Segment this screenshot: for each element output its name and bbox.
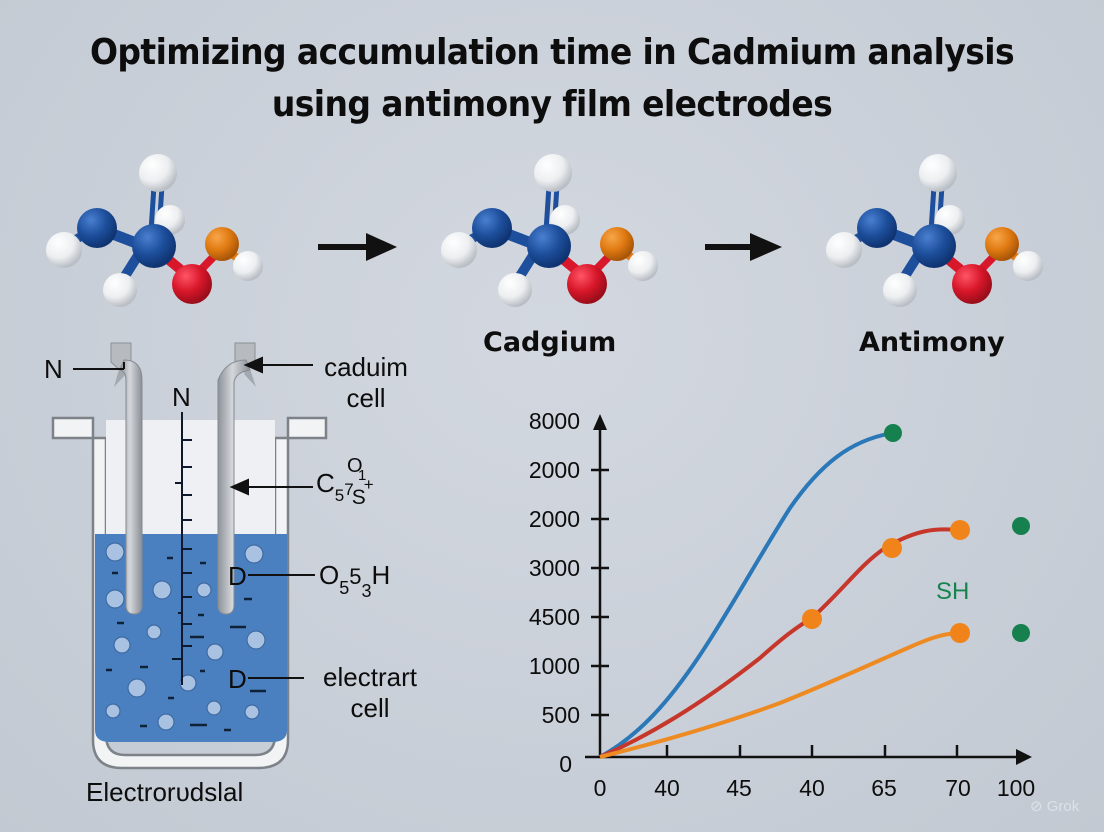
data-point [884,424,902,442]
left-electrode [110,342,143,615]
label-left-electrode: N [44,354,63,384]
electrochemical-cell [51,342,328,770]
label-formula-2: O553H [319,560,391,601]
reaction-arrow-1 [318,233,397,261]
molecule-2 [441,154,658,307]
label-electrolyte-cell-line1: electrart [323,662,417,692]
data-point [882,538,902,558]
orange-curve [599,631,958,759]
y-tick-label: 1000 [528,653,580,679]
label-formula-1: C57S+ O 1 [316,455,374,509]
watermark-logo-icon: ⊘ [1030,798,1043,815]
y-tick-label: 3000 [528,555,580,581]
x-tick-label: 45 [726,775,752,801]
label-cadmium-cell-line1: caduim [324,352,408,382]
title-line-1: Optimizing accumulation time in Cadmium … [89,30,1015,73]
x-tick-label: 70 [945,775,971,801]
label-pointers [73,356,315,679]
label-center-rod: N [172,382,191,412]
y-tick-label: 2000 [528,457,580,483]
label-electrolyte-cell-line2: cell [350,693,390,723]
line-chart [585,414,1032,765]
data-point [802,609,822,629]
y-tick-label: 0 [559,751,572,777]
molecule-1 [46,154,263,307]
cell-caption: Electrorυdslal [86,777,244,807]
y-tick-label: 2000 [528,506,580,532]
x-tick-label: 65 [871,775,897,801]
label-electrolyte-cell: electrart cell [308,662,432,724]
y-tick-label: 500 [541,702,580,728]
red-curve [599,527,958,759]
page-title: Optimizing accumulation time in Cadmium … [0,26,1104,130]
data-point [1012,517,1030,535]
label-marker-1: D [228,561,247,591]
y-tick-label: 4500 [528,604,580,630]
ions [106,556,266,732]
x-tick-label: 0 [593,775,607,801]
label-cadmium-cell-line2: cell [346,383,386,413]
x-tick-label: 40 [799,775,825,801]
molecule-label-antimony: Antimony [859,327,1005,358]
bubbles [105,542,266,731]
molecule-3 [826,154,1043,307]
chart-annotation-sh: SH [936,578,970,605]
x-tick-label: 40 [654,775,680,801]
x-tick-label: 100 [996,775,1036,801]
title-line-2: using antimony film electrodes [271,82,833,125]
reaction-arrow-2 [705,233,782,261]
data-point [1012,624,1030,642]
chart-axes [585,425,1018,759]
data-point [950,623,970,643]
watermark: ⊘ Grok [1030,798,1080,815]
measuring-rod [172,412,192,685]
x-axis-arrow [1016,749,1032,765]
y-tick-label: 8000 [528,408,580,434]
label-cadmium-cell: caduim cell [314,352,418,414]
molecule-label-cadgium: Cadgium [483,327,617,358]
data-point [950,520,970,540]
label-marker-2: D [228,664,247,694]
blue-curve [599,431,894,759]
y-axis-arrow [593,414,607,430]
